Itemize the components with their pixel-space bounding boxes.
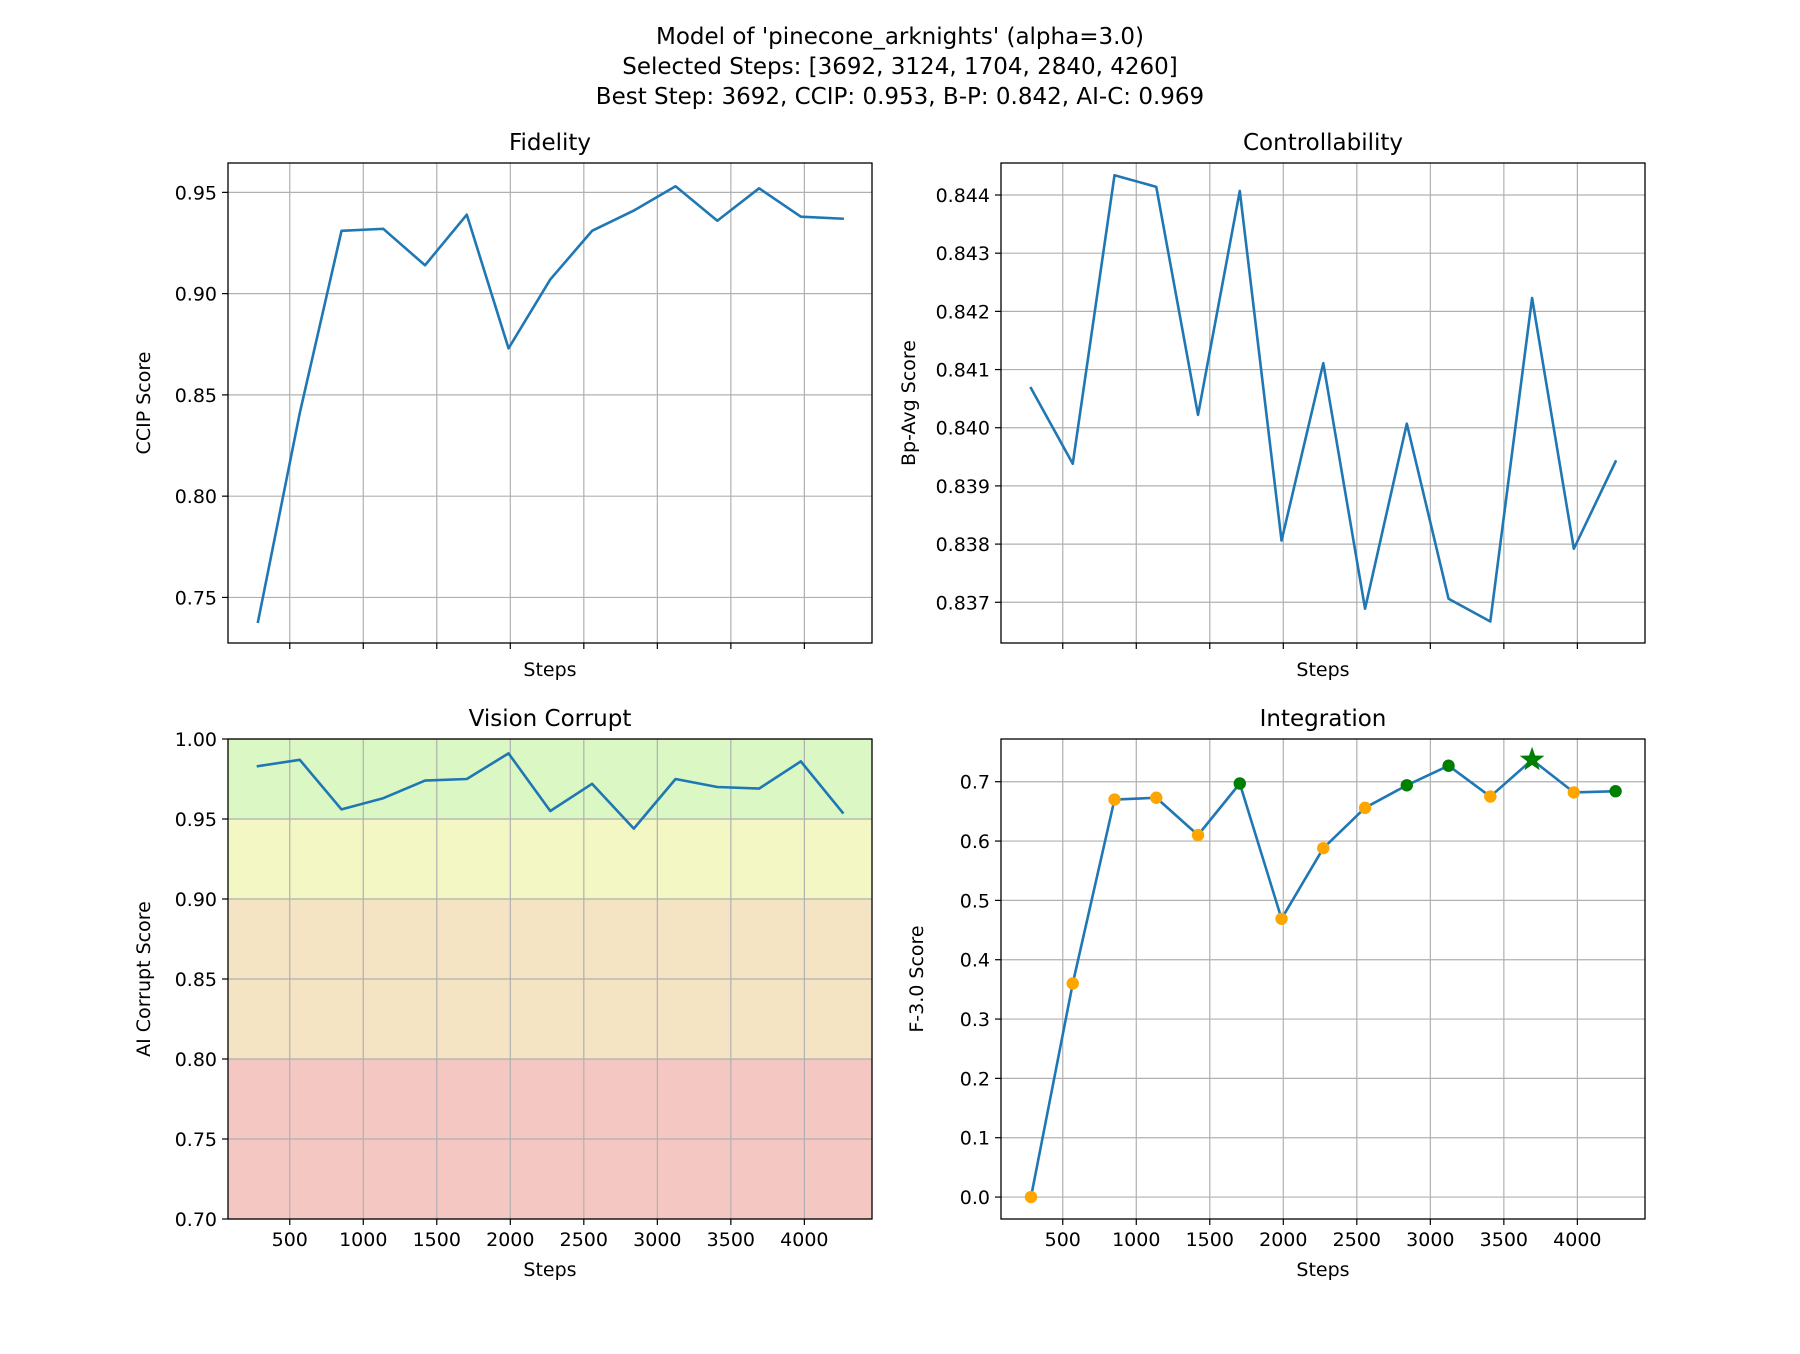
selected-step-point xyxy=(1400,779,1414,792)
x-tick-label: 2000 xyxy=(1259,1229,1307,1251)
data-point xyxy=(1191,828,1205,842)
data-point xyxy=(1150,791,1163,804)
selected-step-point xyxy=(1233,777,1246,790)
x-tick-label: 2500 xyxy=(560,1229,608,1251)
y-tick-label: 0.2 xyxy=(960,1068,990,1090)
x-axis-label: Steps xyxy=(1296,659,1349,681)
y-axis-label: AI Corrupt Score xyxy=(133,901,155,1057)
subplot-fidelity: 0.75 0.80 0.85 0.90 0.95 Fidelity Steps CCIP Sc… xyxy=(133,130,873,681)
series-line xyxy=(256,184,844,624)
y-tick-label: 0.75 xyxy=(175,587,217,609)
y-tick-label: 0.839 xyxy=(936,476,990,498)
data-point xyxy=(1275,912,1288,925)
axes-frame xyxy=(1000,738,1646,1220)
x-tick-label: 3500 xyxy=(707,1229,755,1251)
subplot-title: Integration xyxy=(1260,706,1387,732)
subplot-integration: 500 1000 1500 2000 2500 3000 3500 4000 0.0 0.1 0.2… xyxy=(906,706,1646,1281)
x-tick-label: 1500 xyxy=(413,1229,461,1251)
y-tick-label: 0.75 xyxy=(175,1129,217,1151)
y-tick-label: 0.838 xyxy=(936,534,990,556)
x-tick-label: 500 xyxy=(1045,1229,1081,1251)
y-tick-label: 0.0 xyxy=(960,1187,990,1209)
x-tick-label: 3500 xyxy=(1480,1229,1528,1251)
data-point xyxy=(1317,841,1330,855)
y-tick-label: 0.95 xyxy=(175,182,217,204)
y-tick-label: 0.5 xyxy=(960,890,990,912)
y-tick-label: 0.90 xyxy=(175,889,217,911)
selected-step-point xyxy=(1442,759,1455,772)
y-tick-label: 0.843 xyxy=(936,243,990,265)
band-3 xyxy=(228,739,872,819)
x-tick-label: 3000 xyxy=(1406,1229,1454,1251)
series-line xyxy=(256,752,845,830)
y-tick-label: 0.842 xyxy=(936,301,990,323)
y-axis-label: F-3.0 Score xyxy=(906,925,928,1032)
y-axis-label: Bp-Avg Score xyxy=(898,340,920,466)
x-tick-label: 3000 xyxy=(633,1229,681,1251)
x-axis-label: Steps xyxy=(1296,1259,1349,1281)
y-tick-label: 0.85 xyxy=(175,385,217,407)
x-tick-label: 2000 xyxy=(486,1229,534,1251)
x-tick-label: 4000 xyxy=(780,1229,828,1251)
axes-frame xyxy=(1000,162,1646,644)
axes-frame xyxy=(227,162,873,644)
y-tick-label: 0.4 xyxy=(960,950,990,972)
subplot-title: Vision Corrupt xyxy=(469,706,632,732)
subplot-title: Fidelity xyxy=(509,130,591,156)
x-tick-label: 1500 xyxy=(1186,1229,1234,1251)
y-tick-label: 0.837 xyxy=(936,592,990,614)
x-axis-label: Steps xyxy=(523,1259,576,1281)
y-tick-label: 0.95 xyxy=(175,809,217,831)
y-tick-label: 0.840 xyxy=(936,418,990,440)
figure-title-line-3: Best Step: 3692, CCIP: 0.953, B-P: 0.842… xyxy=(596,84,1204,110)
subplot-controllability: 0.837 0.838 0.839 0.840 0.841 0.842 0.843 0.844… xyxy=(898,130,1646,681)
data-point xyxy=(1567,786,1581,799)
x-tick-label: 4000 xyxy=(1553,1229,1601,1251)
x-tick-label: 1000 xyxy=(1112,1229,1160,1251)
x-tick-label: 500 xyxy=(272,1229,308,1251)
y-axis-label: CCIP Score xyxy=(133,352,155,455)
subplot-title: Controllability xyxy=(1243,130,1403,156)
x-axis-label: Steps xyxy=(523,659,576,681)
best-step-marker xyxy=(1519,746,1545,771)
y-tick-label: 0.3 xyxy=(960,1009,990,1031)
data-point xyxy=(1066,977,1079,990)
figure-title-line-1: Model of 'pinecone_arknights' (alpha=3.0… xyxy=(656,24,1144,50)
figure-title-line-2: Selected Steps: [3692, 3124, 1704, 2840,… xyxy=(622,54,1178,80)
y-tick-label: 0.70 xyxy=(175,1209,217,1231)
y-tick-label: 0.7 xyxy=(960,772,990,794)
band-2 xyxy=(228,819,872,899)
subplot-vision_corrupt: 500 1000 1500 2000 2500 3000 3500 4000 0.70 0.75 0… xyxy=(133,706,873,1281)
y-tick-label: 0.80 xyxy=(175,1049,217,1071)
data-point xyxy=(1358,801,1372,815)
x-tick-label: 2500 xyxy=(1333,1229,1381,1251)
y-tick-label: 0.90 xyxy=(175,284,217,306)
x-tick-label: 1000 xyxy=(339,1229,387,1251)
y-tick-label: 0.844 xyxy=(936,185,990,207)
data-point xyxy=(1024,1190,1038,1204)
selected-step-point xyxy=(1609,785,1622,798)
y-tick-label: 0.841 xyxy=(936,360,990,382)
y-tick-label: 1.00 xyxy=(175,729,217,751)
y-tick-label: 0.1 xyxy=(960,1128,990,1150)
series-line xyxy=(1029,173,1618,623)
data-point xyxy=(1108,793,1121,806)
y-tick-label: 0.6 xyxy=(960,831,990,853)
data-point xyxy=(1484,790,1497,803)
y-tick-label: 0.85 xyxy=(175,969,217,991)
subplots: 0.75 0.80 0.85 0.90 0.95 Fidelity Steps CCIP Sc… xyxy=(133,130,1646,1281)
y-tick-label: 0.80 xyxy=(175,486,217,508)
